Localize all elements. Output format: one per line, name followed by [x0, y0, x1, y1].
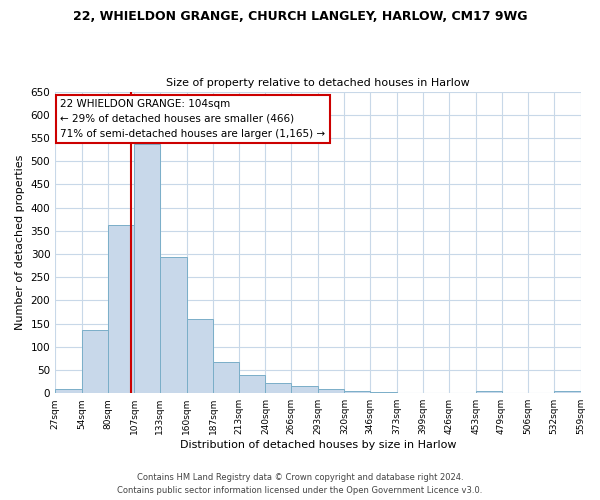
Bar [344, 391, 370, 393]
Y-axis label: Number of detached properties: Number of detached properties [15, 154, 25, 330]
Bar [239, 374, 265, 393]
Bar [476, 392, 502, 393]
Bar [370, 392, 397, 393]
Text: 22, WHIELDON GRANGE, CHURCH LANGLEY, HARLOW, CM17 9WG: 22, WHIELDON GRANGE, CHURCH LANGLEY, HAR… [73, 10, 527, 23]
Bar [134, 144, 160, 393]
Bar [554, 391, 581, 393]
X-axis label: Distribution of detached houses by size in Harlow: Distribution of detached houses by size … [179, 440, 456, 450]
Title: Size of property relative to detached houses in Harlow: Size of property relative to detached ho… [166, 78, 470, 88]
Bar [265, 383, 291, 393]
Bar [107, 224, 134, 393]
Bar [213, 362, 239, 393]
Bar [82, 330, 107, 393]
Bar [187, 319, 213, 393]
Bar [318, 389, 344, 393]
Bar [160, 257, 187, 393]
Text: Contains HM Land Registry data © Crown copyright and database right 2024.
Contai: Contains HM Land Registry data © Crown c… [118, 474, 482, 495]
Bar [55, 388, 82, 393]
Text: 22 WHIELDON GRANGE: 104sqm
← 29% of detached houses are smaller (466)
71% of sem: 22 WHIELDON GRANGE: 104sqm ← 29% of deta… [61, 99, 326, 138]
Bar [291, 386, 318, 393]
